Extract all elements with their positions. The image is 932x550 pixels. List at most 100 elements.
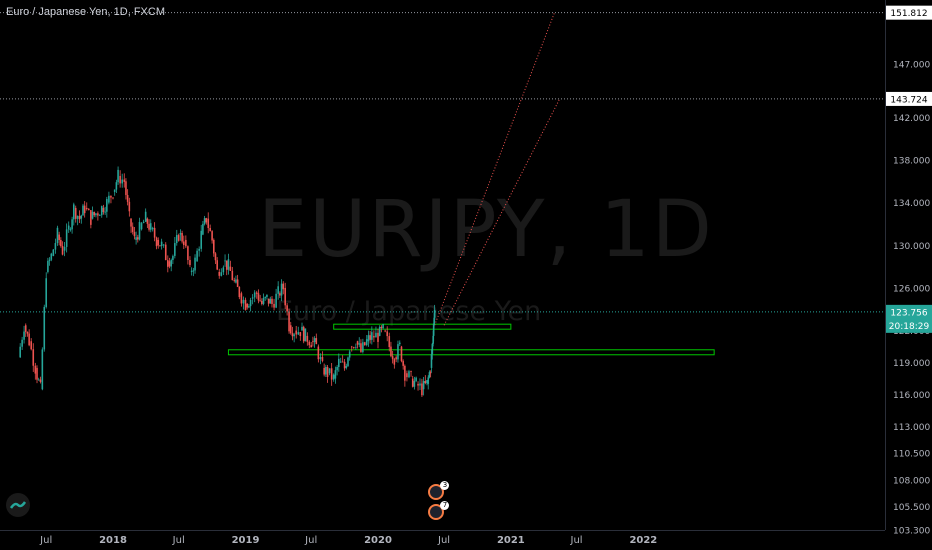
candle-body	[90, 210, 92, 225]
candle-body	[87, 209, 90, 211]
candle-body	[348, 351, 351, 358]
candle-body	[433, 317, 435, 325]
candle-body	[63, 246, 66, 251]
candle-body	[91, 211, 94, 219]
candle-body	[313, 338, 316, 343]
candle-body	[240, 293, 243, 304]
candle-body	[100, 206, 103, 216]
candle-body	[377, 332, 379, 342]
candle-body	[43, 306, 46, 350]
candle-body	[266, 294, 268, 297]
x-tick-label: Jul	[172, 535, 185, 546]
candle-body	[297, 332, 300, 335]
candle-body	[269, 298, 272, 304]
candle-body	[421, 383, 423, 396]
time-axis-border	[0, 530, 885, 531]
candle-body	[45, 278, 48, 307]
candle-body	[267, 298, 270, 304]
candle-body	[83, 205, 86, 214]
candle-body	[332, 374, 335, 380]
candle-body	[138, 221, 141, 240]
candle-body	[341, 361, 344, 363]
candle-body	[345, 366, 348, 368]
candle-body	[369, 335, 371, 340]
tradingview-logo[interactable]	[6, 493, 30, 517]
candle-body	[384, 330, 386, 332]
candle-body	[413, 380, 416, 387]
candle-body	[80, 215, 83, 219]
candle-body	[262, 297, 265, 304]
candle-body	[187, 246, 189, 260]
candle-body	[277, 286, 279, 294]
candle-body	[319, 356, 322, 360]
candle-body	[172, 256, 174, 261]
candle-body	[273, 303, 275, 308]
candle-body	[293, 334, 295, 337]
candle-body	[295, 330, 298, 335]
candle-body	[23, 331, 25, 340]
y-tick-label: 108.000	[893, 476, 930, 486]
candle-body	[60, 240, 62, 247]
candle-body	[142, 221, 145, 224]
candle-body	[382, 324, 384, 329]
candle-body	[220, 272, 223, 276]
candle-body	[164, 244, 167, 261]
candle-body	[275, 293, 277, 308]
y-tick-label: 119.000	[893, 359, 930, 369]
symbol-title[interactable]: Euro / Japanese Yen, 1D, FXCM	[6, 6, 165, 18]
candle-body	[391, 356, 394, 360]
candle-body	[325, 367, 327, 375]
candle-body	[336, 366, 338, 371]
candle-body	[140, 223, 143, 230]
candle-body	[233, 280, 236, 281]
x-tick-label: 2019	[232, 535, 260, 546]
candle-body	[112, 197, 114, 199]
candle-body	[177, 235, 180, 241]
candle-body	[113, 189, 116, 192]
candle-body	[168, 261, 171, 267]
candle-body	[375, 332, 377, 338]
candle-body	[37, 379, 40, 381]
candle-body	[117, 169, 119, 183]
candle-body	[133, 232, 136, 237]
candle-body	[424, 381, 427, 384]
candle-body	[388, 336, 391, 348]
candle-body	[26, 331, 29, 334]
projection-line	[443, 98, 560, 326]
candle-body	[174, 243, 176, 256]
candle-body	[427, 377, 430, 384]
candle-body	[288, 311, 290, 332]
candle-body	[395, 357, 397, 360]
candle-body	[380, 326, 383, 329]
candle-body	[301, 326, 303, 331]
x-tick-label: 2021	[497, 535, 525, 546]
candle-body	[428, 372, 431, 378]
candle-body	[76, 215, 79, 219]
y-tick-label: 142.000	[893, 114, 930, 124]
target-price-label: 151.812	[890, 9, 927, 19]
bar-countdown-label: 20:18:29	[889, 322, 930, 332]
candle-body	[397, 344, 399, 360]
candle-body	[24, 325, 27, 332]
candle-body	[137, 237, 139, 240]
candle-body	[108, 195, 110, 203]
target-price-label-bg	[886, 91, 932, 106]
candle-body	[54, 243, 57, 250]
candle-body	[182, 241, 185, 246]
candle-body	[321, 356, 324, 361]
candle-body	[355, 347, 357, 349]
candle-body	[56, 227, 59, 244]
candle-body	[32, 349, 35, 366]
candle-body	[102, 207, 105, 213]
candle-body	[222, 267, 225, 273]
candle-body	[280, 283, 283, 296]
candle-body	[170, 260, 173, 267]
candle-body	[58, 234, 60, 241]
support-zone-box	[333, 323, 512, 330]
candle-body	[48, 259, 51, 261]
candle-body	[255, 292, 258, 294]
candle-body	[422, 381, 425, 390]
candle-body	[67, 225, 70, 230]
candle-body	[312, 341, 314, 343]
